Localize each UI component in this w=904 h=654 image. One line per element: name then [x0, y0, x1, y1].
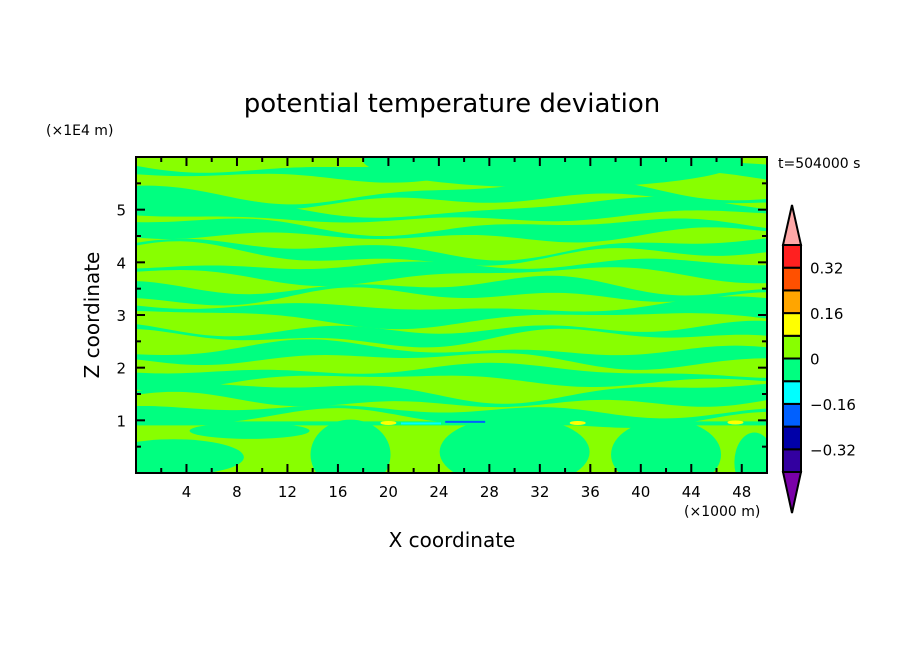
negative-region [362, 157, 743, 188]
y-tick-label: 2 [116, 360, 126, 378]
x-tick-label: 32 [530, 483, 549, 501]
negative-layer [136, 421, 767, 426]
y-tick-label: 4 [116, 254, 126, 272]
x-tick-label: 12 [278, 483, 297, 501]
colorbar-swatch [782, 289, 802, 315]
x-tick-label: 36 [581, 483, 600, 501]
colorbar-label: 0.32 [810, 260, 843, 278]
negative-layer [136, 238, 767, 266]
negative-region [189, 422, 310, 439]
x-unit-label: (×1000 m) [684, 504, 760, 520]
negative-layer [136, 320, 767, 348]
negative-layer [136, 258, 767, 287]
negative-layer [136, 296, 767, 330]
max-region [727, 420, 744, 425]
y-tick-label: 3 [116, 307, 126, 325]
colorbar-over-triangle [781, 204, 803, 246]
x-tick-label: 4 [182, 483, 192, 501]
negative-layer [136, 179, 767, 211]
negative-region [136, 439, 244, 473]
colorbar-swatch [782, 402, 802, 428]
colorbar-label: −0.16 [810, 396, 856, 414]
y-unit-label: (×1E4 m) [46, 123, 113, 139]
colorbar-swatch [782, 244, 802, 269]
y-tick-labels: 1 2 3 4 5 [116, 202, 126, 431]
colorbar-under-triangle [781, 471, 803, 514]
axis-ticks [136, 157, 767, 473]
y-tick-label: 5 [116, 202, 126, 220]
colorbar-label: 0.16 [810, 305, 843, 323]
x-tick-label: 24 [429, 483, 448, 501]
negative-layer [136, 362, 767, 391]
colorbar-swatch [782, 266, 802, 292]
x-axis-label: X coordinate [389, 528, 516, 552]
colorbar-label: −0.32 [810, 441, 856, 459]
x-tick-label: 40 [631, 483, 650, 501]
max-region [380, 420, 397, 425]
negative-region [439, 416, 590, 473]
x-tick-label: 16 [328, 483, 347, 501]
colorbar-swatch [782, 448, 802, 473]
colorbar-swatch [782, 425, 802, 451]
x-tick-label: 28 [480, 483, 499, 501]
negative-layer [136, 275, 767, 306]
negative-layer [136, 339, 767, 370]
colorbar-swatch [782, 380, 802, 405]
x-tick-label: 8 [232, 483, 242, 501]
colorbar-swatch [782, 357, 802, 383]
negative-region [734, 432, 767, 473]
x-tick-label: 20 [379, 483, 398, 501]
colorbar-swatch [782, 312, 802, 337]
x-tick-labels: 4 8 12 16 20 24 28 32 36 40 44 48 [182, 483, 752, 501]
contour-field [136, 157, 767, 473]
min-region [445, 420, 486, 423]
x-tick-label: 44 [682, 483, 701, 501]
x-tick-label: 48 [732, 483, 751, 501]
chart-title: potential temperature deviation [244, 89, 660, 119]
colorbar-label: 0 [810, 351, 820, 369]
max-region [569, 420, 586, 425]
negative-layer [136, 218, 767, 243]
y-axis-label: Z coordinate [80, 252, 104, 379]
min-region [401, 422, 442, 425]
time-label: t=504000 s [778, 156, 860, 172]
negative-layer [136, 196, 767, 223]
colorbar: 0.32 0.16 0 −0.16 −0.32 [781, 204, 856, 514]
negative-region [310, 419, 391, 473]
negative-layer [136, 383, 767, 408]
colorbar-swatch [782, 334, 802, 360]
y-tick-label: 1 [116, 412, 126, 430]
negative-region [611, 419, 722, 473]
